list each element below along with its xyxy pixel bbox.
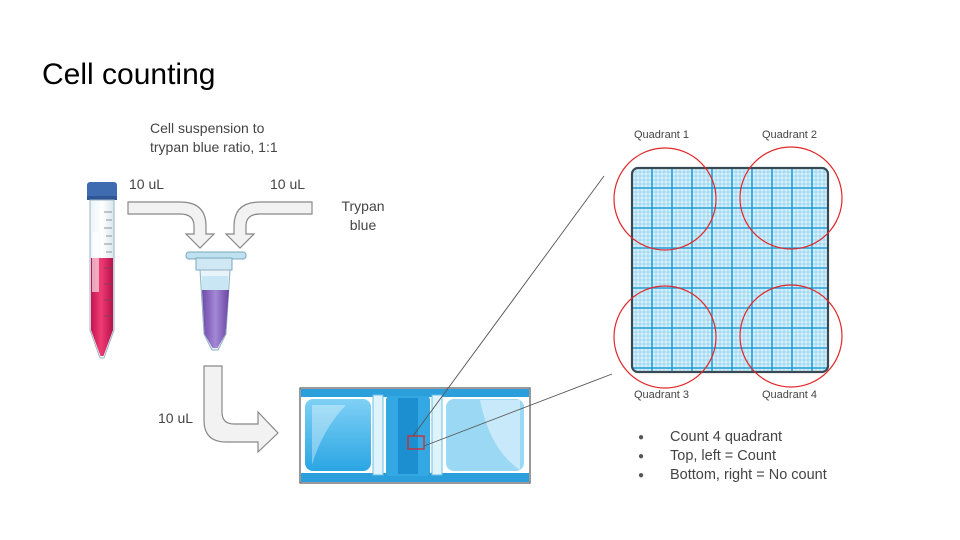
grid-background xyxy=(632,168,828,372)
arrow-from-tube xyxy=(127,201,216,249)
slide-right-highlight xyxy=(480,400,520,470)
tube-label-strip xyxy=(92,232,99,292)
quadrant-4-label: Quadrant 4 xyxy=(762,389,818,401)
quadrant-3-circle xyxy=(613,285,717,389)
eppendorf-dye xyxy=(202,290,229,348)
falcon-tube xyxy=(87,182,117,359)
instruction-item: Top, left = Count xyxy=(636,447,827,466)
zoom-line-upper xyxy=(412,175,605,437)
counting-grid xyxy=(630,166,830,374)
slide-left-highlight xyxy=(312,405,346,465)
slide-channel-2 xyxy=(431,394,443,476)
grid-lines xyxy=(632,168,828,372)
slide-channel-1 xyxy=(372,394,384,476)
quadrant-1-label: Quadrant 1 xyxy=(634,129,690,141)
zoom-line-lower xyxy=(423,373,613,447)
quadrant-1-circle xyxy=(613,147,717,251)
ratio-line-2: trypan blue ratio, 1:1 xyxy=(150,139,278,155)
volume-label-right: 10 uL xyxy=(270,176,306,192)
tube-cap-ridge xyxy=(87,196,117,200)
quadrant-3-label: Quadrant 3 xyxy=(634,389,690,401)
trypan-blue-label: Trypan blue xyxy=(328,197,398,235)
ratio-line-1: Cell suspension to xyxy=(150,120,265,136)
arrow-to-slide xyxy=(203,365,279,454)
eppendorf-air xyxy=(202,276,228,290)
eppendorf-rim xyxy=(195,257,233,271)
quadrant-2-circle xyxy=(739,146,843,250)
quadrant-2-label: Quadrant 2 xyxy=(762,129,818,141)
trypan-line-2: blue xyxy=(349,217,377,233)
zoom-marker xyxy=(407,435,425,450)
slide-title: Cell counting xyxy=(42,58,216,91)
volume-label-left: 10 uL xyxy=(129,176,165,192)
tube-graduation-marks xyxy=(104,211,112,317)
hemocytometer-slide xyxy=(299,387,531,484)
slide-bottom-band xyxy=(301,473,529,482)
instruction-item: Bottom, right = No count xyxy=(636,466,827,485)
slide-top-band xyxy=(301,389,529,397)
quadrant-4-circle xyxy=(739,284,843,388)
arrow-from-trypan xyxy=(224,201,313,249)
instructions-list: Count 4 quadrant Top, left = Count Botto… xyxy=(636,428,827,485)
ratio-caption: Cell suspension to trypan blue ratio, 1:… xyxy=(150,119,278,157)
instruction-item: Count 4 quadrant xyxy=(636,428,827,447)
volume-label-bottom: 10 uL xyxy=(158,410,194,426)
grid-border xyxy=(630,166,830,374)
slide-left-pad xyxy=(305,399,371,471)
slide-right-pad xyxy=(446,399,524,471)
trypan-line-1: Trypan xyxy=(341,198,385,214)
tube-cap xyxy=(87,182,117,198)
eppendorf-tube xyxy=(185,251,247,351)
